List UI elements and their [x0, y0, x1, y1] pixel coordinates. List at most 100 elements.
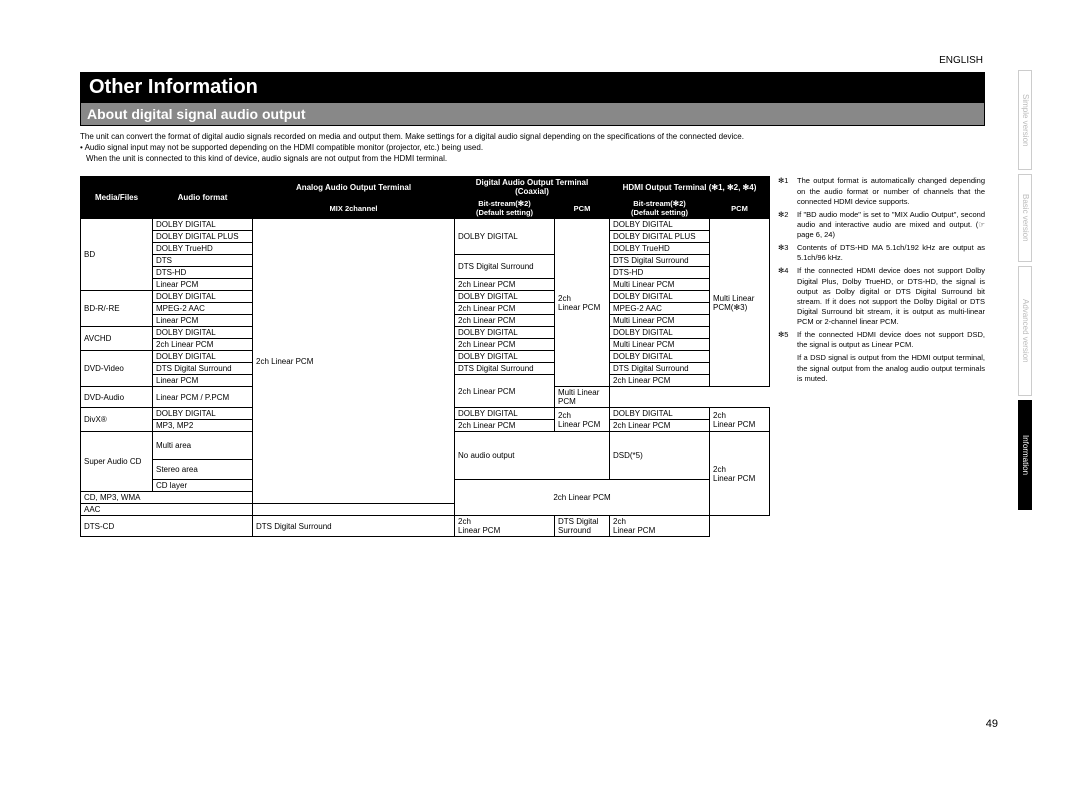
tab-information[interactable]: Information	[1018, 400, 1032, 510]
cell: DOLBY DIGITAL	[153, 351, 253, 363]
note-num: ✻4	[778, 266, 792, 327]
note-num: ✻2	[778, 210, 792, 240]
cell: 2ch Linear PCM	[610, 420, 710, 432]
intro-text: The unit can convert the format of digit…	[80, 132, 985, 164]
cell: BD	[81, 219, 153, 291]
th-pcm: PCM	[555, 198, 610, 219]
cell: CD, MP3, WMA	[81, 492, 253, 504]
cell: Stereo area	[153, 460, 253, 480]
cell: AAC	[81, 504, 253, 516]
th-mix: MIX 2channel	[253, 198, 455, 219]
th-hdmi: HDMI Output Terminal (✻1, ✻2, ✻4)	[610, 177, 770, 198]
th-format: Audio format	[153, 177, 253, 219]
section-tabs: Simple version Basic version Advanced ve…	[1018, 70, 1032, 510]
cell: DivX®	[81, 408, 153, 432]
cell: Multi Linear PCM	[610, 315, 710, 327]
cell: DOLBY DIGITAL	[610, 327, 710, 339]
cell: 2ch Linear PCM	[455, 375, 555, 408]
tab-advanced[interactable]: Advanced version	[1018, 266, 1032, 396]
note-num: ✻5	[778, 330, 792, 350]
cell: 2ch Linear PCM	[455, 420, 555, 432]
cell: 2ch Linear PCM	[455, 480, 710, 516]
cell: 2ch Linear PCM	[710, 408, 770, 432]
cell: BD-R/-RE	[81, 291, 153, 327]
cell: DVD-Video	[81, 351, 153, 387]
cell: DOLBY DIGITAL	[153, 327, 253, 339]
cell: DOLBY DIGITAL PLUS	[153, 231, 253, 243]
intro-line: • Audio signal input may not be supporte…	[80, 143, 985, 154]
cell: DOLBY DIGITAL	[610, 351, 710, 363]
cell: Multi Linear PCM(✻3)	[710, 219, 770, 387]
cell: Linear PCM	[153, 315, 253, 327]
cell: DTS-HD	[153, 267, 253, 279]
cell: DOLBY DIGITAL	[610, 219, 710, 231]
th-pcm2: PCM	[710, 198, 770, 219]
cell: DTS Digital Surround	[610, 363, 710, 375]
cell: Multi Linear PCM	[610, 279, 710, 291]
note-num	[778, 353, 792, 383]
cell: DOLBY DIGITAL	[455, 219, 555, 255]
cell: Multi area	[153, 432, 253, 460]
cell: 2ch Linear PCM	[610, 375, 710, 387]
cell: MPEG-2 AAC	[610, 303, 710, 315]
cell: 2ch Linear PCM	[455, 516, 555, 537]
cell: DOLBY DIGITAL	[455, 408, 555, 420]
cell: DOLBY TrueHD	[153, 243, 253, 255]
cell: DTS Digital Surround	[455, 363, 555, 375]
cell: DSD(*5)	[610, 432, 710, 480]
page-number: 49	[986, 718, 998, 730]
cell: DTS Digital Surround	[253, 516, 455, 537]
cell: 2ch Linear PCM	[455, 279, 555, 291]
cell: DOLBY DIGITAL	[610, 408, 710, 420]
note-text: Contents of DTS-HD MA 5.1ch/192 kHz are …	[797, 243, 985, 263]
cell: DOLBY DIGITAL PLUS	[610, 231, 710, 243]
intro-line: When the unit is connected to this kind …	[80, 154, 985, 165]
language-label: ENGLISH	[80, 55, 985, 66]
cell: 2ch Linear PCM	[455, 315, 555, 327]
cell: Multi Linear PCM	[555, 387, 610, 408]
cell: MPEG-2 AAC	[153, 303, 253, 315]
cell: No audio output	[455, 432, 610, 480]
note-text: If "BD audio mode" is set to "MIX Audio …	[797, 210, 985, 240]
cell: 2ch Linear PCM	[610, 516, 710, 537]
cell: DOLBY DIGITAL	[455, 351, 555, 363]
cell: CD layer	[153, 480, 253, 492]
tab-simple[interactable]: Simple version	[1018, 70, 1032, 170]
cell: Linear PCM	[153, 375, 253, 387]
cell: DTS Digital Surround	[455, 255, 555, 279]
cell: Super Audio CD	[81, 432, 153, 492]
cell: Linear PCM	[153, 279, 253, 291]
note-text: If the connected HDMI device does not su…	[797, 266, 985, 327]
cell: DOLBY DIGITAL	[455, 327, 555, 339]
th-digital: Digital Audio Output Terminal (Coaxial)	[455, 177, 610, 198]
cell: 2ch Linear PCM	[455, 339, 555, 351]
subtitle-bar: About digital signal audio output	[80, 103, 985, 126]
cell: Linear PCM / P.PCM	[153, 387, 253, 408]
th-bitstream2: Bit-stream(✻2) (Default setting)	[610, 198, 710, 219]
cell: DTS-CD	[81, 516, 253, 537]
cell: DTS Digital Surround	[153, 363, 253, 375]
cell: DOLBY DIGITAL	[455, 291, 555, 303]
note-text: If the connected HDMI device does not su…	[797, 330, 985, 350]
cell: DTS Digital Surround	[555, 516, 610, 537]
note-num: ✻3	[778, 243, 792, 263]
audio-output-table: Media/Files Audio format Analog Audio Ou…	[80, 176, 770, 537]
cell: Multi Linear PCM	[610, 339, 710, 351]
th-bitstream: Bit-stream(✻2) (Default setting)	[455, 198, 555, 219]
cell: DOLBY DIGITAL	[153, 408, 253, 420]
note-text: If a DSD signal is output from the HDMI …	[797, 353, 985, 383]
cell: DTS Digital Surround	[610, 255, 710, 267]
th-analog: Analog Audio Output Terminal	[253, 177, 455, 198]
cell: DOLBY DIGITAL	[610, 291, 710, 303]
cell: MP3, MP2	[153, 420, 253, 432]
note-text: The output format is automatically chang…	[797, 176, 985, 206]
cell: 2ch Linear PCM	[555, 408, 610, 432]
cell: DVD-Audio	[81, 387, 153, 408]
cell: 2ch Linear PCM	[555, 219, 610, 387]
tab-basic[interactable]: Basic version	[1018, 174, 1032, 262]
th-media: Media/Files	[81, 177, 153, 219]
cell: 2ch Linear PCM	[710, 432, 770, 516]
cell: DTS	[153, 255, 253, 267]
cell: 2ch Linear PCM	[455, 303, 555, 315]
cell: DOLBY DIGITAL	[153, 291, 253, 303]
